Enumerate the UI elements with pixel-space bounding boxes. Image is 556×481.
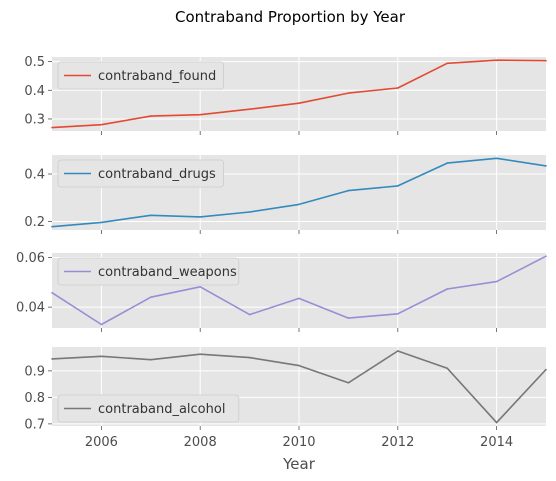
data-point: [397, 313, 399, 315]
data-point: [199, 113, 201, 116]
legend-box: [57, 159, 225, 188]
data-point: [150, 296, 152, 299]
data-point: [51, 225, 53, 228]
data-point: [199, 216, 201, 218]
x-tick-label: 2008: [184, 435, 217, 450]
data-point: [298, 203, 300, 206]
legend-box: [57, 394, 240, 423]
y-tick-label: 0.4: [24, 167, 45, 182]
data-point: [199, 353, 201, 355]
y-tick-label: 0.06: [16, 251, 45, 266]
legend-label: contraband_found: [98, 69, 216, 84]
data-point: [51, 291, 53, 294]
data-point: [495, 59, 498, 61]
data-point: [495, 421, 498, 424]
data-point: [545, 59, 547, 62]
data-point: [248, 356, 251, 359]
chart-title: Contraband Proportion by Year: [175, 8, 406, 26]
data-point: [150, 214, 152, 217]
data-point: [347, 189, 350, 192]
legend-label: contraband_alcohol: [98, 402, 225, 417]
data-point: [397, 350, 399, 352]
legend-contraband-alcohol: contraband_alcohol: [57, 394, 240, 423]
legend-contraband-found: contraband_found: [57, 61, 225, 90]
y-tick-label: 0.2: [24, 215, 45, 230]
data-point: [248, 313, 251, 316]
y-tick-label: 0.3: [24, 112, 45, 127]
data-point: [495, 280, 498, 283]
legend-box: [57, 61, 225, 90]
subplot-contraband-weapons: 0.04 0.06 contraband_weapons: [16, 251, 547, 332]
data-point: [446, 62, 449, 65]
data-point: [545, 255, 547, 258]
data-point: [298, 364, 300, 367]
data-point: [298, 102, 300, 104]
legend-box: [57, 257, 240, 286]
subplot-contraband-found: 0.3 0.4 0.5 contraband_found: [24, 55, 547, 135]
data-point: [248, 211, 251, 213]
data-point: [397, 185, 399, 187]
data-point: [199, 285, 201, 288]
x-axis-label: Year: [282, 455, 316, 473]
legend-label: contraband_weapons: [98, 265, 237, 280]
y-tick-label: 0.7: [24, 417, 45, 432]
data-point: [150, 115, 152, 117]
data-point: [495, 157, 498, 160]
data-point: [347, 317, 350, 319]
subplot-contraband-alcohol: 0.7 0.8 0.9 contraband_alcohol: [24, 347, 547, 432]
data-point: [347, 92, 350, 94]
data-point: [100, 123, 103, 126]
y-tick-label: 0.4: [24, 84, 45, 99]
subplot-stack: 0.3 0.4 0.5 contraband_found 0.2 0.4 contraban…: [16, 55, 547, 432]
legend-contraband-drugs: contraband_drugs: [57, 159, 225, 188]
data-point: [150, 358, 152, 361]
data-point: [100, 355, 103, 358]
data-point: [397, 87, 399, 89]
x-axis: 2006 2008 2010 2012 2014: [85, 435, 513, 450]
y-tick-label: 0.04: [16, 301, 45, 316]
data-point: [545, 165, 547, 167]
y-tick-label: 0.9: [24, 364, 45, 379]
x-tick-label: 2012: [381, 435, 414, 450]
data-point: [248, 108, 251, 111]
subplot-contraband-drugs: 0.2 0.4 contraband_drugs: [24, 155, 547, 234]
data-point: [100, 323, 103, 326]
data-point: [100, 221, 103, 224]
x-tick-label: 2006: [85, 435, 118, 450]
data-point: [545, 368, 547, 371]
data-point: [298, 297, 300, 300]
x-tick-label: 2014: [480, 435, 513, 450]
legend-label: contraband_drugs: [98, 167, 216, 182]
data-point: [446, 162, 449, 164]
y-tick-label: 0.8: [24, 391, 45, 406]
x-tick-label: 2010: [282, 435, 315, 450]
data-point: [446, 367, 449, 370]
legend-contraband-weapons: contraband_weapons: [57, 257, 240, 286]
data-point: [347, 381, 350, 384]
data-point: [446, 288, 449, 290]
data-point: [51, 358, 53, 360]
y-tick-label: 0.5: [24, 55, 45, 70]
data-point: [51, 126, 53, 129]
